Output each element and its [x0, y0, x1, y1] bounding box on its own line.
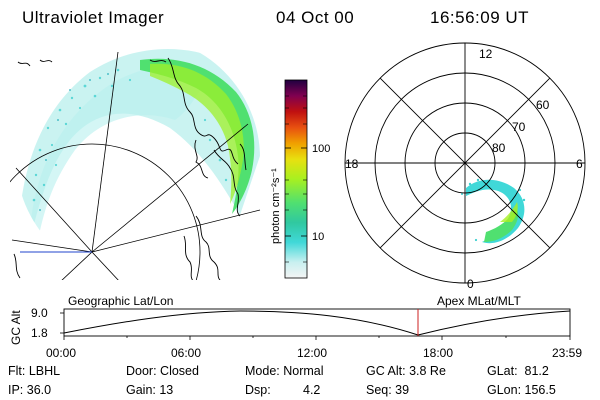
colorbar: 100 10 photon cm⁻²s⁻¹ [270, 79, 330, 279]
xtick-0000: 00:00 [46, 346, 76, 360]
info-block: Flt: LBHL IP: 36.0 Door: Closed Gain: 13… [8, 364, 556, 397]
xtick-2359: 23:59 [552, 346, 582, 360]
info-ip: IP: 36.0 [8, 383, 51, 397]
altitude-plot: 9.0 1.8 GC Alt 00:00 06:00 12:00 18:00 2… [9, 306, 582, 360]
lat-label-60: 60 [536, 98, 550, 112]
apex-panel-label: Apex MLat/MLT [437, 294, 521, 308]
colorbar-unit-label: photon cm⁻²s⁻¹ [270, 168, 282, 244]
info-glon: GLon: 156.5 [487, 383, 556, 397]
lat-label-80: 80 [492, 141, 506, 155]
apex-aurora [461, 178, 526, 244]
info-seq: Seq: 39 [366, 383, 409, 397]
xtick-1200: 12:00 [297, 346, 327, 360]
image-time: 16:56:09 UT [430, 8, 530, 27]
info-door: Door: Closed [126, 364, 199, 378]
mlt-label-0: 0 [467, 277, 474, 291]
mlt-label-12: 12 [479, 47, 493, 61]
colorbar-tick-10: 10 [312, 231, 324, 243]
info-dsp-value: 4.2 [303, 383, 320, 397]
lat-label-70: 70 [512, 120, 526, 134]
coastline [13, 57, 247, 280]
info-glat: GLat: 81.2 [487, 364, 549, 378]
altitude-ylabel: GC Alt [9, 310, 23, 345]
info-mode: Mode: Normal [245, 364, 324, 378]
altitude-curve [63, 310, 571, 336]
info-gain: Gain: 13 [126, 383, 173, 397]
ytick-1-8: 1.8 [31, 326, 48, 340]
info-gc-alt: GC Alt: 3.8 Re [366, 364, 446, 378]
image-date: 04 Oct 00 [276, 8, 355, 27]
xtick-1800: 18:00 [423, 346, 453, 360]
image-title: Ultraviolet Imager [22, 8, 165, 27]
ytick-9-0: 9.0 [31, 306, 48, 320]
info-flt: Flt: LBHL [8, 364, 60, 378]
uv-image [16, 40, 260, 280]
mlt-label-18: 18 [345, 157, 359, 171]
geographic-panel [10, 40, 261, 280]
geo-panel-label: Geographic Lat/Lon [68, 294, 173, 308]
info-dsp-label: Dsp: [245, 383, 271, 397]
apex-polar-plot: 12 18 6 0 60 70 80 [344, 42, 586, 291]
xtick-0600: 06:00 [171, 346, 201, 360]
geo-grid [10, 51, 261, 280]
colorbar-tick-100: 100 [312, 143, 330, 155]
mlt-label-6: 6 [576, 157, 583, 171]
